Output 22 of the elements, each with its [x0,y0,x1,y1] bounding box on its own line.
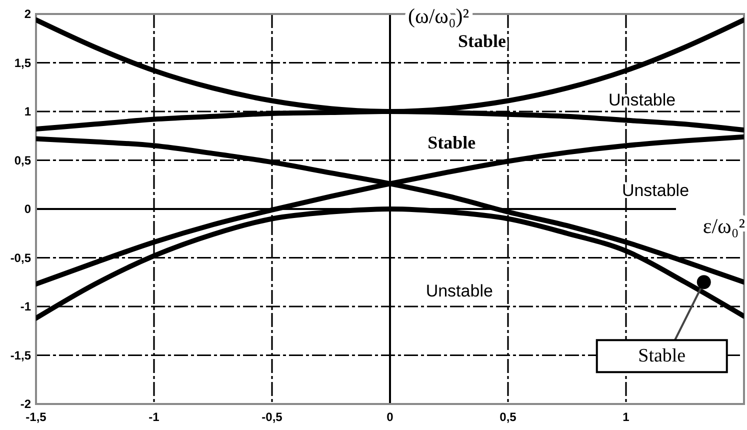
y-tick-label: -2 [20,397,32,411]
x-axis-title: ε/ω₀² [702,214,745,238]
y-tick-label: -1 [20,300,32,314]
annotation: Unstable [426,281,493,300]
y-tick-label: 0,5 [14,153,32,168]
annotation: Stable [638,346,686,367]
x-tick-label: -1 [148,410,160,424]
y-tick-label: 1,5 [14,56,32,70]
y-tick-label: 2 [24,7,32,21]
y-tick-label: -1,5 [10,348,32,362]
x-tick-label: 0 [386,410,394,424]
annotation: Stable [428,132,476,152]
annotation: Unstable [608,90,676,110]
annotation: Stable [458,30,506,51]
y-tick-label: 1 [24,104,32,118]
annotation: Unstable [622,181,690,200]
x-tick-label: 0,5 [500,410,517,424]
y-tick-label: -0,5 [10,250,32,265]
x-tick-label: 1 [622,410,630,424]
x-tick-label: -0,5 [262,410,283,424]
y-axis-title: (ω/ω₀)² [408,4,470,28]
y-tick-label: 0 [24,202,32,216]
